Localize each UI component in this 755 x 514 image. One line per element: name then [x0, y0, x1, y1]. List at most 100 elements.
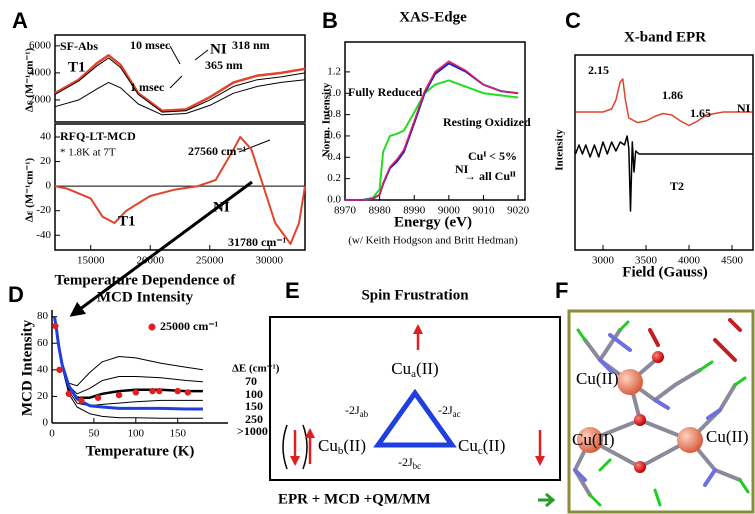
x-tick-label: 0 [49, 428, 55, 440]
series-label: NI [455, 162, 469, 176]
cu-atom [617, 369, 643, 395]
footer: EPR + MCD +QM/MM [278, 491, 430, 507]
t: ab [360, 409, 369, 419]
annotation: 2.15 [588, 63, 609, 77]
t: Cu [391, 359, 411, 378]
panel-label: C [565, 8, 581, 33]
data-point [94, 394, 102, 401]
data-point [132, 389, 140, 396]
node-b: Cub(II) [318, 436, 366, 457]
x-tick-label: 4000 [678, 255, 701, 267]
frame [269, 316, 561, 481]
x-tick-label: 8990 [403, 205, 426, 217]
y-tick-label: 0.4 [327, 151, 341, 163]
paren [282, 424, 308, 470]
series-label: NI [737, 101, 751, 115]
series-label: 10 msec [130, 38, 171, 52]
annotation: 1.86 [662, 88, 683, 102]
y-axis-label: MCD Intensity [19, 319, 35, 416]
t: b [338, 445, 344, 457]
series-label: T2 [670, 179, 684, 193]
chart-subtitle: * 1.8K at 7T [60, 147, 116, 159]
series-label: 25000 cm⁻¹ [160, 319, 219, 333]
series-label: 100 [245, 387, 263, 401]
data-line [54, 136, 306, 245]
data-point [149, 387, 156, 395]
y-axis-label: Δε (M⁻¹cm⁻¹) [24, 48, 36, 113]
y-tick-label: 0 [46, 180, 52, 192]
frame [567, 309, 755, 514]
chart-title: XAS-Edge [399, 9, 467, 25]
x-tick-label: 150 [169, 428, 186, 440]
x-tick-label: 3500 [635, 255, 658, 267]
t: a [411, 368, 416, 380]
panel-label: A [12, 8, 28, 33]
data-line [54, 54, 306, 113]
data-point [156, 387, 163, 395]
data-point [78, 397, 85, 404]
t: ac [453, 409, 461, 419]
annotation: → all Cuᴵᴵ [464, 169, 516, 183]
x-tick-label: 9010 [472, 205, 495, 217]
atom-label: Cu(II) [576, 369, 618, 388]
t: -2J [438, 403, 453, 417]
o-atom [634, 461, 646, 473]
data-point [65, 390, 72, 397]
bonds [572, 318, 750, 507]
cu-atom [577, 427, 603, 453]
y-tick-label: 1.2 [327, 65, 341, 77]
series-label: 150 [245, 399, 263, 413]
chart-title: MCD Intensity [97, 289, 194, 305]
data-point [184, 389, 191, 396]
y-tick-label: 20 [37, 390, 49, 402]
t: -2J [345, 403, 360, 417]
y-tick-label: 0.8 [327, 108, 341, 120]
y-tick-label: 60 [37, 337, 49, 349]
leader [194, 49, 209, 61]
x-tick-label: 20000 [136, 255, 164, 267]
leader [238, 139, 271, 153]
t: (II) [483, 436, 506, 455]
t: Cu [318, 436, 338, 455]
t: c [478, 445, 483, 457]
x-tick-label: 9020 [507, 205, 530, 217]
plot-frame [54, 123, 306, 251]
data-line [575, 78, 753, 127]
annotation: 365 nm [205, 58, 243, 72]
data-point [174, 387, 181, 395]
series-label: Resting Oxidized [443, 115, 531, 129]
x-axis-label: Field (Gauss) [622, 264, 707, 280]
t: (II) [343, 436, 366, 455]
x-axis-label: Temperature (K) [86, 443, 195, 459]
coupling: -2Jab [345, 403, 369, 419]
x-tick-label: 9000 [438, 205, 461, 217]
t: (II) [416, 359, 439, 378]
note: (w/ Keith Hodgson and Britt Hedman) [348, 235, 518, 247]
y-tick-label: 0.6 [327, 129, 341, 141]
panel-label: F [555, 278, 568, 303]
y-axis-label: Intensity [554, 129, 566, 171]
y-tick-label: 0.2 [327, 172, 341, 184]
series-label: 1 msec [130, 80, 165, 94]
t: -2J [398, 455, 413, 469]
node-c: Cuc(II) [458, 436, 505, 457]
series-label: 70 [245, 374, 257, 388]
y-axis-label: Norm. Intensity [321, 82, 333, 157]
x-tick-label: 8970 [334, 205, 357, 217]
coupling: -2Jbc [398, 455, 421, 471]
atom-label: Cu(II) [572, 430, 614, 449]
series-label: Fully Reduced [348, 85, 423, 99]
t: bc [413, 461, 422, 471]
x-axis-label: Energy (eV) [394, 214, 472, 230]
y-tick-label: 0 [43, 417, 49, 429]
data-point [52, 322, 59, 330]
y-tick-label: -40 [36, 229, 51, 241]
chart-title: Temperature Dependence of [55, 272, 237, 288]
panel-title: Spin Frustration [361, 287, 469, 303]
panel-label: D [8, 282, 24, 307]
plot-frame [54, 34, 306, 123]
t: Cu [458, 436, 478, 455]
data-line [54, 57, 306, 113]
annotation: 318 nm [232, 38, 270, 52]
o-atom [634, 414, 646, 426]
